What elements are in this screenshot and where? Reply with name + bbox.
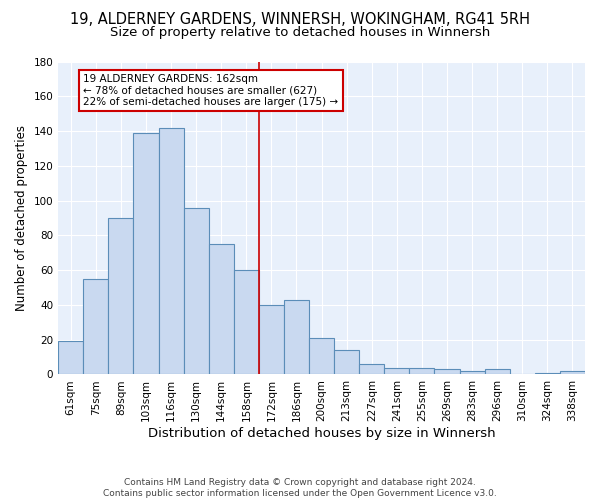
Bar [209, 244, 234, 374]
Bar [184, 208, 209, 374]
Bar [359, 364, 385, 374]
Bar [234, 270, 259, 374]
Bar [109, 218, 133, 374]
Bar [485, 369, 510, 374]
Bar [434, 369, 460, 374]
Bar [334, 350, 359, 374]
Bar [259, 305, 284, 374]
Text: 19 ALDERNEY GARDENS: 162sqm
← 78% of detached houses are smaller (627)
22% of se: 19 ALDERNEY GARDENS: 162sqm ← 78% of det… [83, 74, 338, 107]
Bar [560, 371, 585, 374]
Bar [158, 128, 184, 374]
Bar [535, 372, 560, 374]
Y-axis label: Number of detached properties: Number of detached properties [15, 125, 28, 311]
Bar [284, 300, 309, 374]
Text: Contains HM Land Registry data © Crown copyright and database right 2024.
Contai: Contains HM Land Registry data © Crown c… [103, 478, 497, 498]
Text: 19, ALDERNEY GARDENS, WINNERSH, WOKINGHAM, RG41 5RH: 19, ALDERNEY GARDENS, WINNERSH, WOKINGHA… [70, 12, 530, 28]
X-axis label: Distribution of detached houses by size in Winnersh: Distribution of detached houses by size … [148, 427, 496, 440]
Bar [58, 342, 83, 374]
Bar [409, 368, 434, 374]
Bar [83, 279, 109, 374]
Bar [460, 371, 485, 374]
Bar [385, 368, 409, 374]
Bar [309, 338, 334, 374]
Bar [133, 133, 158, 374]
Text: Size of property relative to detached houses in Winnersh: Size of property relative to detached ho… [110, 26, 490, 39]
